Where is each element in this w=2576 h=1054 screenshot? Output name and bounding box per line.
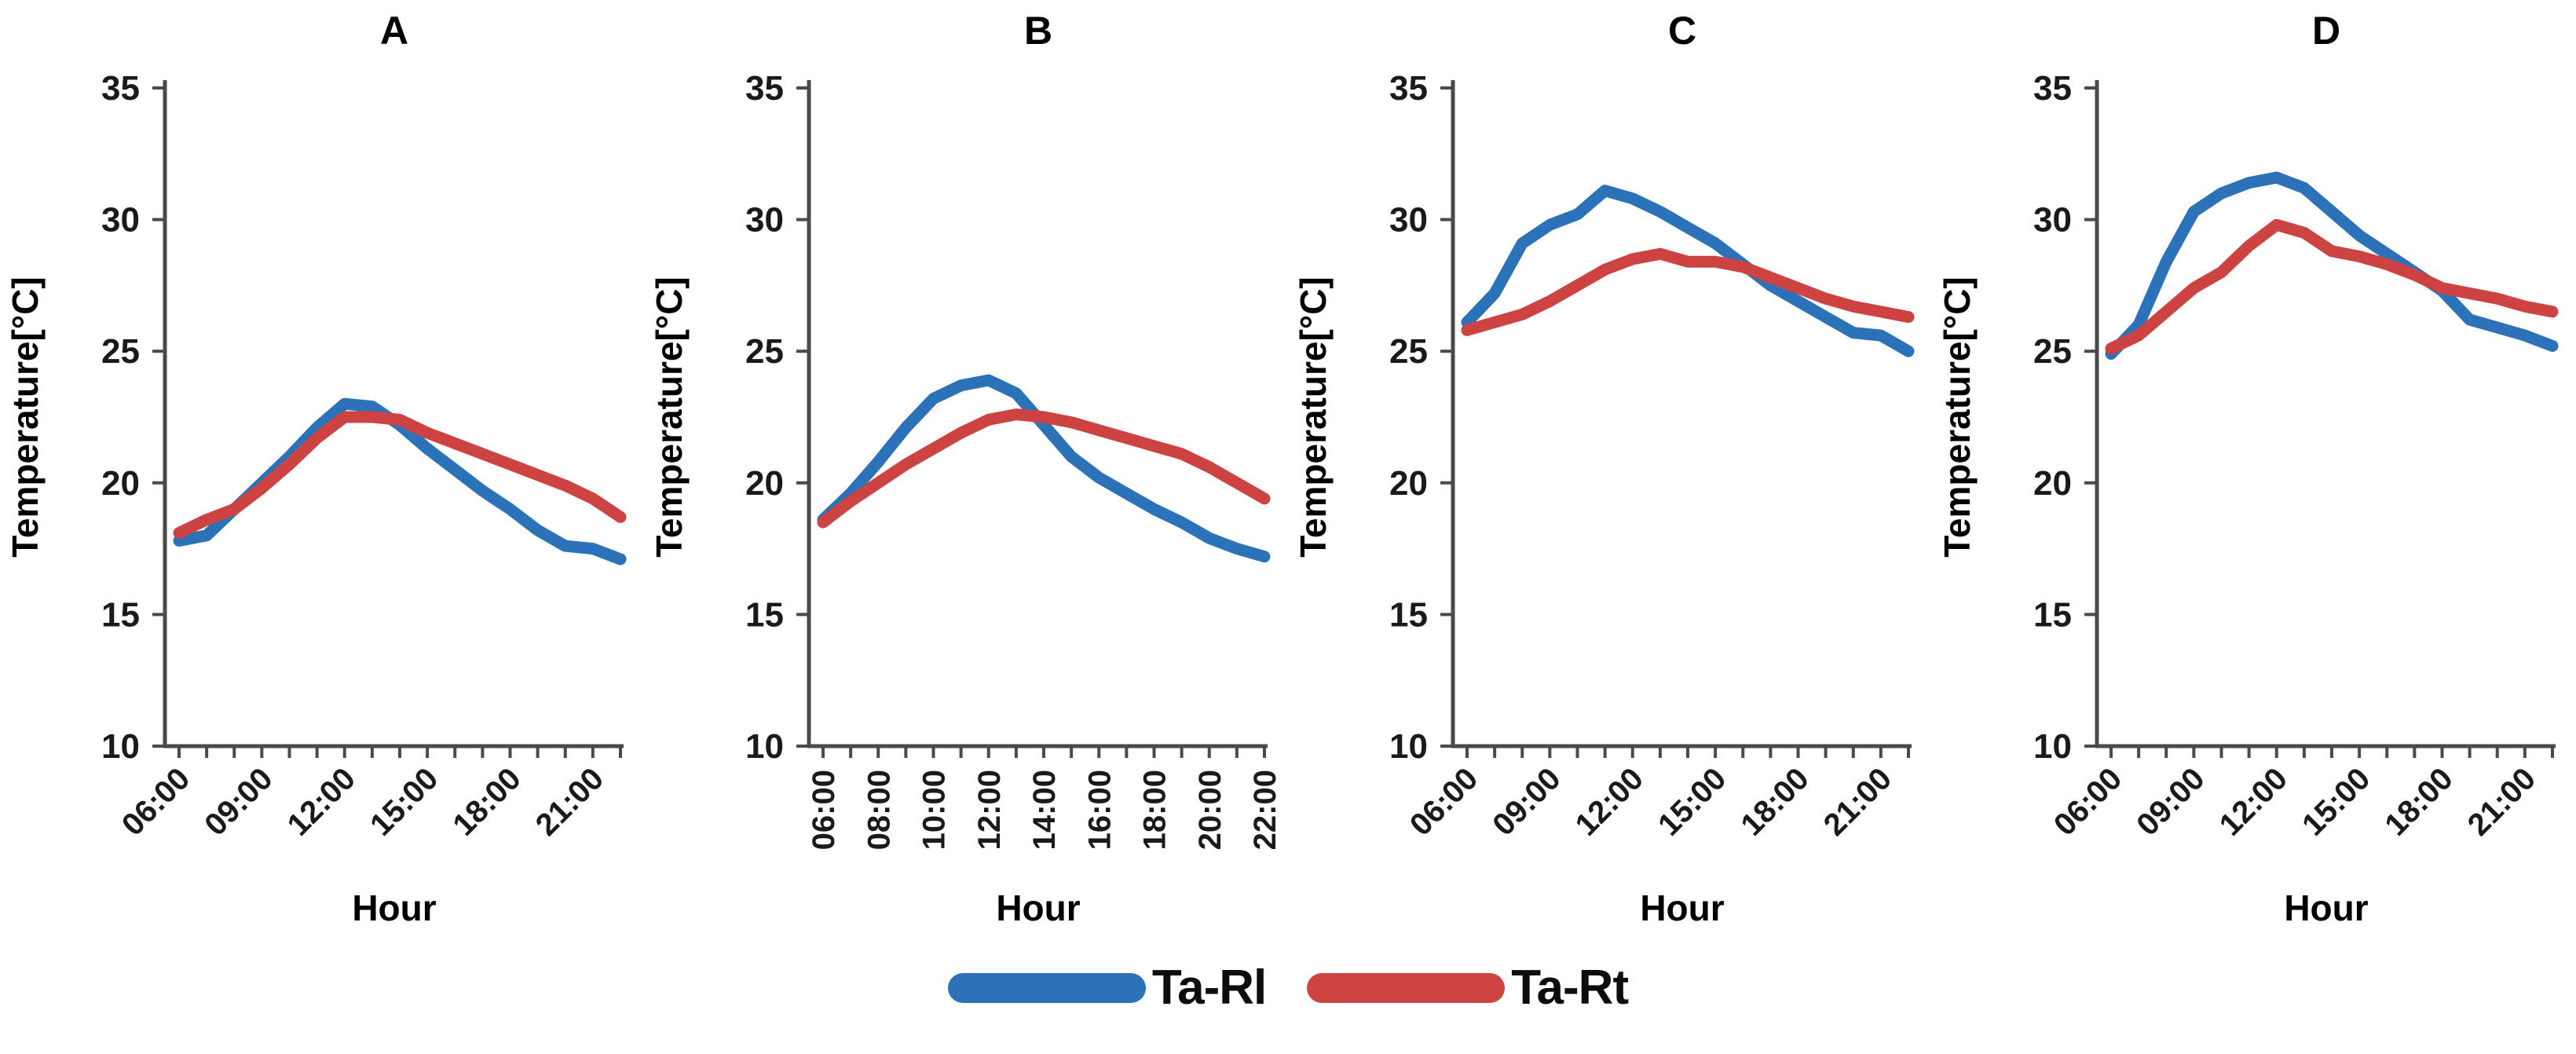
y-tick-label: 30 [1389,201,1428,240]
y-axis-title: Temperature[°C] [1937,276,1978,558]
x-tick-label: 21:00 [2461,761,2542,842]
x-axis-title: Hour [996,887,1080,928]
x-tick-label: 15:00 [2296,761,2377,842]
legend-swatch-ta-rt-icon [1307,972,1506,1003]
y-axis-title: Temperature[°C] [1293,276,1334,558]
chart-title: D [2312,9,2340,53]
legend-item-ta-rt: Ta-Rt [1307,960,1629,1016]
y-tick-label: 25 [745,332,784,371]
x-tick-label: 06:00 [115,761,196,842]
chart-b: B 10 15 20 25 30 35 06:00 08:00 10:00 12:00 14:00 16… [649,9,1283,928]
chart-title: B [1024,9,1052,53]
x-tick-label: 21:00 [1817,761,1898,842]
chart-a: A 10 15 20 25 30 35 06:00 09:00 12:00 15:00 18:00 21… [5,9,627,928]
series-line-ta-rl [1461,185,1915,357]
chart-d: D 10 15 20 25 30 35 06:00 09:00 12:00 15:00 18:00 21… [1937,9,2559,928]
x-axis-title: Hour [352,887,436,928]
panel-d: D 10 15 20 25 30 35 06:00 09:00 12:00 15:00 18:00 21… [1932,0,2576,946]
y-tick-label: 35 [101,69,140,108]
y-tick-label: 25 [2033,332,2072,371]
y-tick-label: 30 [745,201,784,240]
y-tick-label: 10 [1389,727,1428,766]
y-tick-label: 35 [1389,69,1428,108]
x-tick-label: 06:00 [807,770,841,850]
x-tick-label: 09:00 [1486,761,1567,842]
series-line-ta-rl [817,374,1271,563]
x-tick-label: 12:00 [2213,761,2294,842]
y-tick-label: 35 [2033,69,2072,108]
x-tick-label: 14:00 [1027,770,1062,850]
y-tick-label: 30 [101,201,140,240]
x-tick-label: 15:00 [364,761,445,842]
x-tick-label: 18:00 [1138,770,1173,850]
y-axis-title: Temperature[°C] [5,276,46,558]
x-tick-label: 18:00 [2378,761,2459,842]
x-tick-label: 18:00 [1734,761,1815,842]
panel-c: C 10 15 20 25 30 35 06:00 09:00 12:00 15:00 18:00 21… [1288,0,1932,946]
y-axis-title: Temperature[°C] [649,276,690,558]
y-tick-label: 20 [745,464,784,503]
series-line-ta-rt [817,408,1271,529]
x-tick-label: 06:00 [1403,761,1484,842]
series-line-ta-rt [2105,218,2559,355]
chart-c: C 10 15 20 25 30 35 06:00 09:00 12:00 15:00 18:00 21… [1293,9,1915,928]
y-tick-label: 35 [745,69,784,108]
chart-title: C [1668,9,1696,53]
y-tick-label: 20 [101,464,140,503]
y-tick-label: 20 [2033,464,2072,503]
y-tick-label: 15 [745,595,784,634]
x-tick-label: 08:00 [862,770,896,850]
y-tick-label: 10 [101,727,140,766]
series-line-ta-rt [173,411,627,539]
chart-panels-row: A 10 15 20 25 30 35 06:00 09:00 12:00 15:00 18:00 21… [0,0,2576,946]
legend-swatch-ta-rl-icon [947,972,1146,1003]
x-tick-label: 12:00 [972,770,1007,850]
x-tick-label: 18:00 [446,761,527,842]
x-tick-label: 10:00 [917,770,952,850]
y-tick-label: 25 [1389,332,1428,371]
y-tick-label: 15 [1389,595,1428,634]
x-tick-label: 12:00 [1569,761,1650,842]
x-tick-label: 06:00 [2047,761,2128,842]
x-axis-title: Hour [1640,887,1724,928]
x-tick-label: 16:00 [1082,770,1117,850]
y-tick-label: 15 [2033,595,2072,634]
x-tick-label: 09:00 [198,761,279,842]
x-tick-label: 12:00 [281,761,362,842]
legend-label-ta-rt: Ta-Rt [1511,961,1629,1015]
legend: Ta-Rl Ta-Rt [0,960,2576,1016]
panel-a: A 10 15 20 25 30 35 06:00 09:00 12:00 15:00 18:00 21… [0,0,644,946]
legend-item-ta-rl: Ta-Rl [947,960,1267,1016]
legend-label-ta-rl: Ta-Rl [1151,961,1267,1015]
y-tick-label: 30 [2033,201,2072,240]
x-tick-label: 22:00 [1248,770,1283,850]
series-line-ta-rl [2105,171,2559,360]
x-axis-title: Hour [2284,887,2368,928]
y-tick-label: 25 [101,332,140,371]
x-tick-label: 20:00 [1193,770,1228,850]
x-tick-label: 21:00 [529,761,610,842]
x-tick-label: 15:00 [1652,761,1733,842]
y-tick-label: 15 [101,595,140,634]
y-tick-label: 10 [2033,727,2072,766]
y-tick-label: 10 [745,727,784,766]
panel-b: B 10 15 20 25 30 35 06:00 08:00 10:00 12:00 14:00 16… [644,0,1288,946]
chart-title: A [380,9,408,53]
series-line-ta-rt [1461,247,1915,336]
y-tick-label: 20 [1389,464,1428,503]
x-tick-label: 09:00 [2130,761,2211,842]
